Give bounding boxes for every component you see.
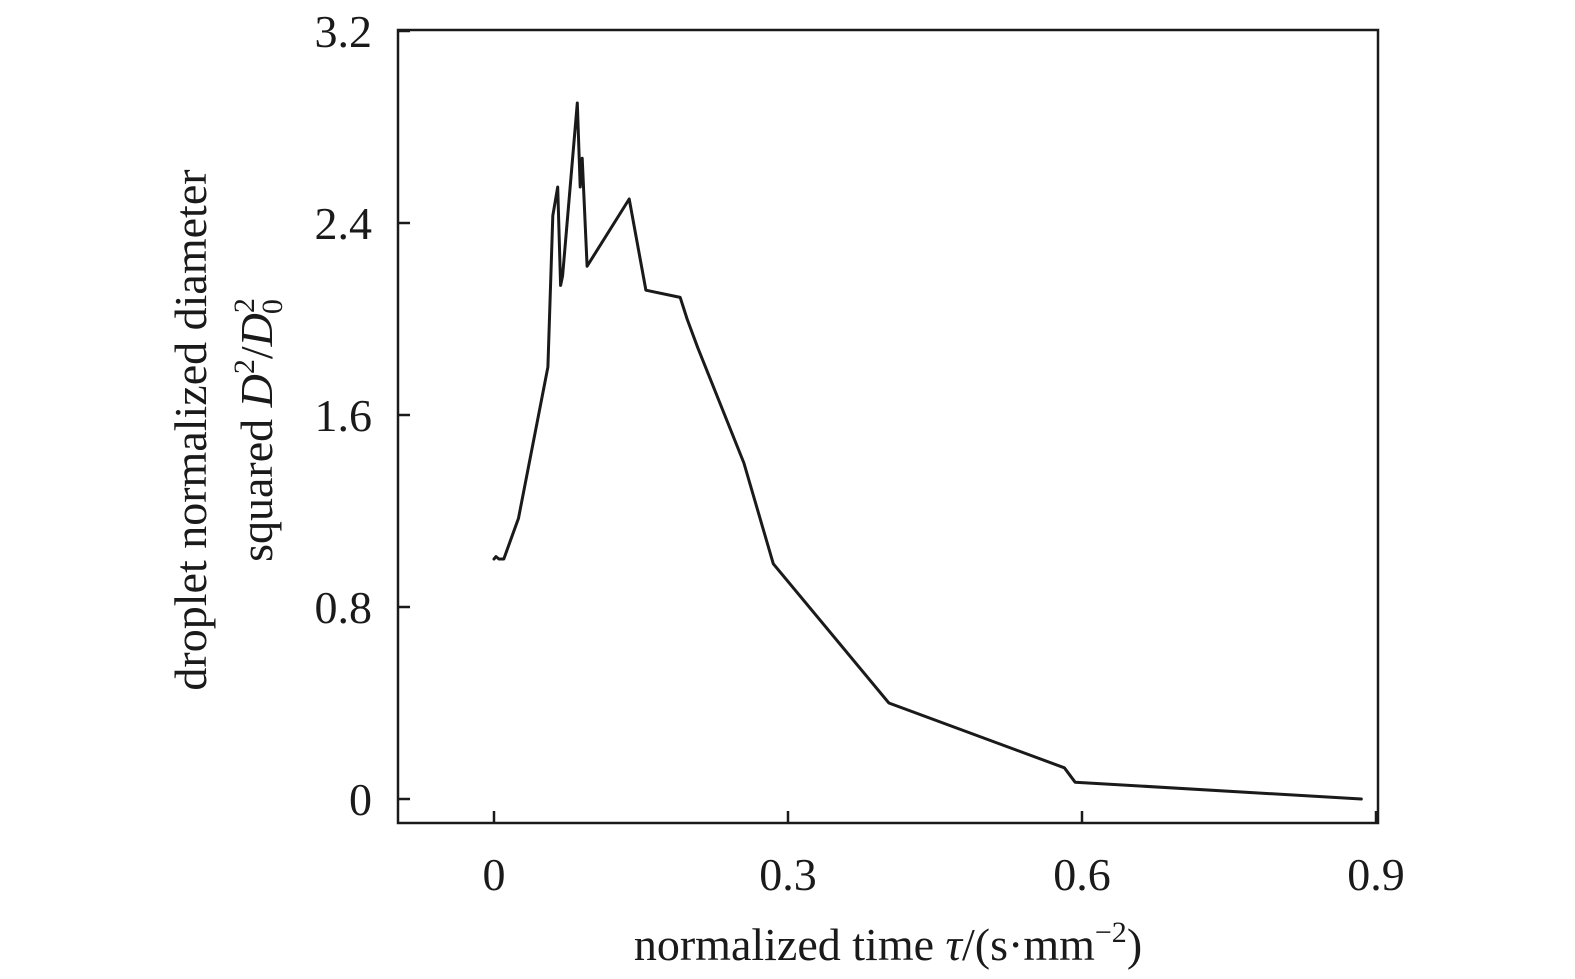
x-tick-label: 0.6 bbox=[1053, 849, 1111, 900]
y-tick-label: 3.2 bbox=[315, 6, 373, 57]
y-axis-title-line1: droplet normalized diameter bbox=[165, 169, 216, 690]
series-layer bbox=[492, 101, 1363, 801]
y-axis-title-line2: squared D2/D20 bbox=[228, 298, 289, 562]
y-axis-title: droplet normalized diameter squared D2/D… bbox=[165, 169, 289, 690]
x-tick-label: 0.3 bbox=[759, 849, 817, 900]
y-tick-label: 0 bbox=[349, 774, 372, 825]
y-tick-label: 2.4 bbox=[315, 198, 373, 249]
x-tick-label: 0.9 bbox=[1347, 849, 1405, 900]
x-axis-ticks: 0 0.3 0.6 0.9 bbox=[483, 811, 1405, 900]
x-axis-title: normalized time τ/(s·mm−2) bbox=[634, 916, 1142, 970]
y-tick-label: 0.8 bbox=[315, 582, 373, 633]
series-line bbox=[492, 101, 1363, 801]
plot-frame bbox=[396, 28, 1380, 825]
y-axis-ticks: 0 0.8 1.6 2.4 3.2 bbox=[315, 6, 410, 825]
x-tick-label: 0 bbox=[483, 849, 506, 900]
y-tick-label: 1.6 bbox=[315, 390, 373, 441]
